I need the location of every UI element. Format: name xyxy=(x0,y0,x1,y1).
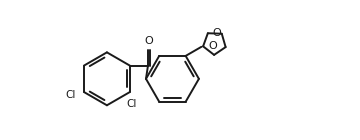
Text: O: O xyxy=(208,41,217,51)
Text: Cl: Cl xyxy=(66,90,76,100)
Text: Cl: Cl xyxy=(126,99,136,109)
Text: O: O xyxy=(212,28,221,38)
Text: O: O xyxy=(145,36,153,46)
